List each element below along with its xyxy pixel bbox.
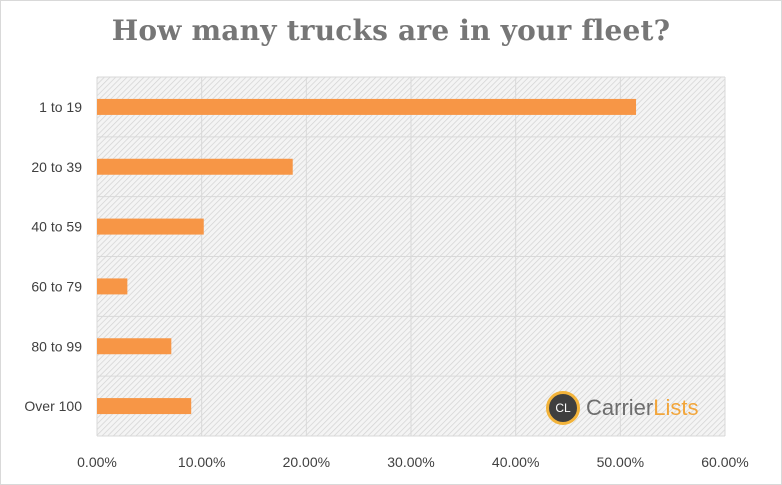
bar <box>97 278 128 295</box>
bar <box>97 218 204 235</box>
x-tick-label: 20.00% <box>283 454 330 470</box>
x-tick-label: 30.00% <box>387 454 434 470</box>
y-category-label: 20 to 39 <box>31 159 82 175</box>
x-tick-label: 10.00% <box>178 454 225 470</box>
chart-title: How many trucks are in your fleet? <box>111 14 671 47</box>
x-tick-label: 60.00% <box>701 454 748 470</box>
bar <box>97 338 172 355</box>
logo-text: CarrierLists <box>586 395 698 421</box>
logo-badge-icon: CL <box>546 391 580 425</box>
y-category-label: 80 to 99 <box>31 338 82 354</box>
carrierlists-logo: CL CarrierLists <box>546 391 698 425</box>
x-tick-label: 0.00% <box>77 454 117 470</box>
logo-text-lists: Lists <box>653 395 699 420</box>
bar <box>97 158 293 175</box>
bar <box>97 398 192 415</box>
y-category-label: 60 to 79 <box>31 278 82 294</box>
x-tick-label: 50.00% <box>597 454 644 470</box>
y-category-label: 1 to 19 <box>39 99 82 115</box>
logo-text-carrier: Carrier <box>586 395 654 420</box>
bar <box>97 98 637 115</box>
y-category-label: 40 to 59 <box>31 219 82 235</box>
x-tick-label: 40.00% <box>492 454 539 470</box>
y-category-label: Over 100 <box>24 398 82 414</box>
